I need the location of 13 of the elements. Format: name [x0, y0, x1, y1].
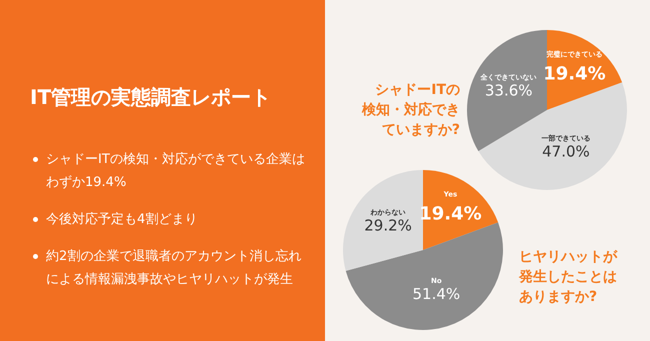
text: シャドーITの検知・対応ができている企業はわずか19.4% [45, 151, 306, 192]
text: 今後対応予定も4割どまり [45, 211, 198, 229]
text: シャドーITの検知・対応できていますか? [362, 81, 460, 140]
data-label: 51.4% [412, 284, 460, 303]
text: IT管理の実態調査レポート [30, 84, 272, 111]
data-label: 19.4% [543, 64, 606, 85]
pie-slice [343, 170, 423, 271]
text: 約2割の企業で退職者のアカウント消し忘れによる情報漏洩事故やヒヤリハットが発生 [45, 248, 302, 289]
text: ヒヤリハットが発生したことはありますか? [519, 248, 618, 307]
pie-slice [478, 82, 627, 190]
data-label: 33.6% [484, 81, 533, 100]
data-label: 29.2% [364, 216, 412, 234]
data-label: 47.0% [542, 142, 590, 161]
